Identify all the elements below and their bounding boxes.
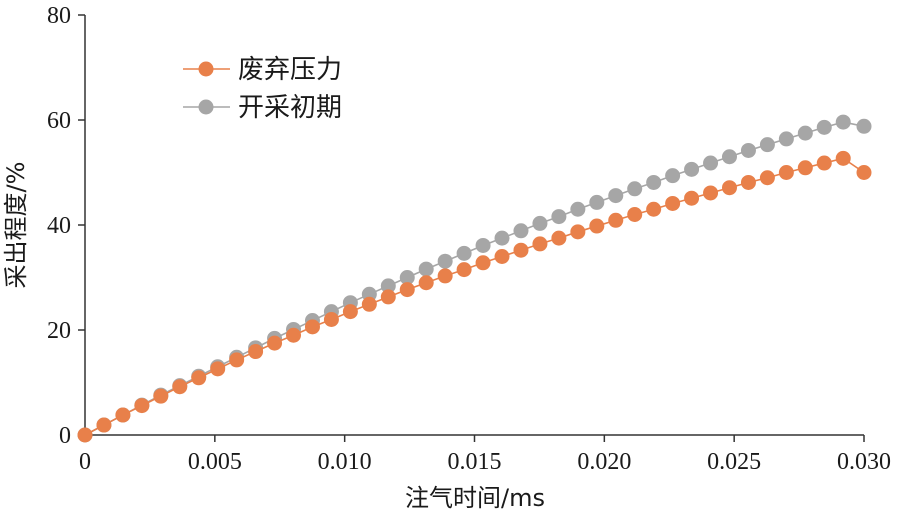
data-point xyxy=(304,319,320,335)
data-point xyxy=(797,125,813,141)
x-tick-label: 0.005 xyxy=(188,449,242,475)
data-point xyxy=(248,344,264,360)
data-point xyxy=(210,361,226,377)
data-point xyxy=(703,155,719,171)
data-point xyxy=(684,161,700,177)
data-point xyxy=(418,275,434,291)
data-point xyxy=(475,255,491,271)
x-tick-label: 0.015 xyxy=(448,449,502,475)
data-point xyxy=(77,427,93,443)
y-tick-label: 0 xyxy=(59,423,71,449)
data-point xyxy=(759,170,775,186)
plot-area xyxy=(77,114,872,443)
data-point xyxy=(513,223,529,239)
data-point xyxy=(532,215,548,231)
data-point xyxy=(286,327,302,343)
data-point xyxy=(797,160,813,176)
y-axis-title: 采出程度/% xyxy=(2,162,30,289)
data-point xyxy=(740,174,756,190)
data-point xyxy=(835,114,851,130)
data-point xyxy=(532,236,548,252)
data-point xyxy=(437,268,453,284)
y-tick-label: 80 xyxy=(47,3,71,29)
y-tick-label: 20 xyxy=(47,318,71,344)
legend-label-kaicai: 开采初期 xyxy=(238,93,342,123)
data-point xyxy=(551,209,567,225)
data-point xyxy=(608,188,624,204)
data-point xyxy=(437,253,453,269)
data-point xyxy=(778,131,794,147)
data-point xyxy=(513,242,529,258)
data-point xyxy=(494,230,510,246)
data-point xyxy=(134,398,150,414)
data-point xyxy=(721,180,737,196)
data-point xyxy=(835,150,851,166)
data-point xyxy=(551,230,567,246)
x-tick-label: 0.020 xyxy=(577,449,631,475)
data-point xyxy=(342,304,358,320)
legend-marker-kaicai xyxy=(198,99,214,115)
data-point xyxy=(418,261,434,277)
data-point xyxy=(267,335,283,351)
data-point xyxy=(778,165,794,180)
x-tick-label: 0.030 xyxy=(837,449,891,475)
data-point xyxy=(684,190,700,206)
data-point xyxy=(570,224,586,240)
data-point xyxy=(740,142,756,158)
data-point xyxy=(627,207,643,222)
data-point xyxy=(456,262,472,278)
data-point xyxy=(608,212,624,228)
data-point xyxy=(115,407,131,423)
data-point xyxy=(96,417,112,433)
data-point xyxy=(172,379,188,395)
data-point xyxy=(665,168,681,184)
series-line xyxy=(84,121,865,436)
data-point xyxy=(570,201,586,217)
data-point xyxy=(646,201,662,217)
data-point xyxy=(475,237,491,253)
data-point xyxy=(456,245,472,261)
data-point xyxy=(380,289,396,305)
data-point xyxy=(399,270,415,285)
data-point xyxy=(856,118,872,134)
data-point xyxy=(153,388,169,404)
legend-label-feiqi: 废弃压力 xyxy=(238,55,342,85)
data-point xyxy=(229,352,245,368)
legend-marker-feiqi xyxy=(198,61,214,77)
data-point xyxy=(589,194,605,210)
data-point xyxy=(816,155,832,171)
data-point xyxy=(759,137,775,153)
series-1 xyxy=(77,114,872,443)
data-point xyxy=(191,370,207,386)
x-axis-title: 注气时间/ms xyxy=(405,484,545,512)
data-point xyxy=(494,249,510,264)
y-tick-label: 60 xyxy=(47,108,71,134)
y-axis-ticks: 0 20 40 60 80 xyxy=(47,3,85,449)
data-point xyxy=(323,312,339,327)
y-tick-label: 40 xyxy=(47,213,71,239)
data-point xyxy=(816,119,832,135)
x-tick-label: 0.010 xyxy=(318,449,372,475)
data-point xyxy=(589,218,605,234)
data-point xyxy=(665,195,681,211)
data-point xyxy=(721,149,737,165)
data-point xyxy=(646,174,662,190)
data-point xyxy=(627,181,643,197)
x-tick-label: 0 xyxy=(79,449,91,475)
x-axis-ticks: 0 0.005 0.010 0.015 0.020 0.025 0.030 xyxy=(79,435,891,475)
data-point xyxy=(399,282,415,298)
series-line xyxy=(84,157,865,436)
data-point xyxy=(361,296,377,312)
legend: 废弃压力 开采初期 xyxy=(183,55,342,123)
data-point xyxy=(703,185,719,201)
x-tick-label: 0.025 xyxy=(707,449,761,475)
data-point xyxy=(380,278,396,294)
data-point xyxy=(856,165,872,180)
series-0 xyxy=(77,150,872,443)
